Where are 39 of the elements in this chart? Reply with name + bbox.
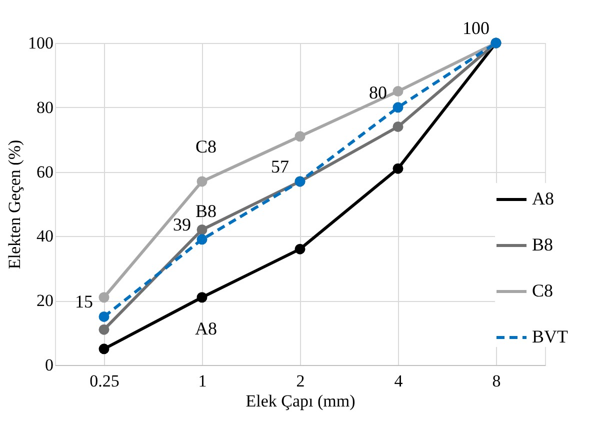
y-tick-label: 0 bbox=[45, 356, 54, 374]
point bbox=[294, 244, 306, 254]
data-label: 39 bbox=[173, 214, 191, 234]
annotation: B8 bbox=[195, 200, 217, 221]
point bbox=[98, 344, 110, 354]
y-tick-label: 100 bbox=[28, 34, 54, 52]
point bbox=[392, 102, 404, 113]
legend-label: A8 bbox=[532, 188, 554, 208]
point bbox=[196, 234, 208, 245]
data-label: 57 bbox=[271, 156, 289, 176]
y-tick-label: 20 bbox=[36, 291, 54, 310]
y-tick-label: 60 bbox=[36, 162, 54, 182]
point bbox=[392, 121, 404, 132]
y-tick-label: 40 bbox=[36, 226, 54, 246]
point bbox=[98, 292, 110, 303]
annotation: C8 bbox=[195, 136, 217, 156]
y-axis-title: Elekten Geçen (%) bbox=[5, 140, 24, 270]
point bbox=[392, 86, 404, 97]
legend-label: C8 bbox=[532, 280, 554, 300]
x-tick-label: 0.25 bbox=[90, 372, 120, 390]
point bbox=[196, 176, 208, 187]
y-tick-label: 80 bbox=[36, 98, 54, 117]
legend-label: BVT bbox=[532, 326, 568, 346]
point bbox=[98, 311, 110, 322]
point bbox=[98, 324, 110, 335]
data-label: 80 bbox=[369, 82, 387, 102]
annotation: A8 bbox=[195, 318, 217, 338]
point bbox=[294, 131, 306, 142]
x-tick-label: 8 bbox=[492, 372, 501, 390]
data-label: 100 bbox=[462, 18, 490, 38]
x-tick-label: 4 bbox=[394, 372, 404, 390]
x-tick-label: 1 bbox=[198, 372, 207, 390]
x-tick-label: 2 bbox=[296, 372, 305, 390]
x-axis-title: Elek Çapı (mm) bbox=[246, 392, 356, 410]
legend-label: B8 bbox=[532, 234, 554, 254]
point bbox=[196, 224, 208, 235]
data-label: 15 bbox=[75, 292, 93, 312]
point bbox=[196, 292, 208, 303]
point bbox=[392, 163, 404, 174]
